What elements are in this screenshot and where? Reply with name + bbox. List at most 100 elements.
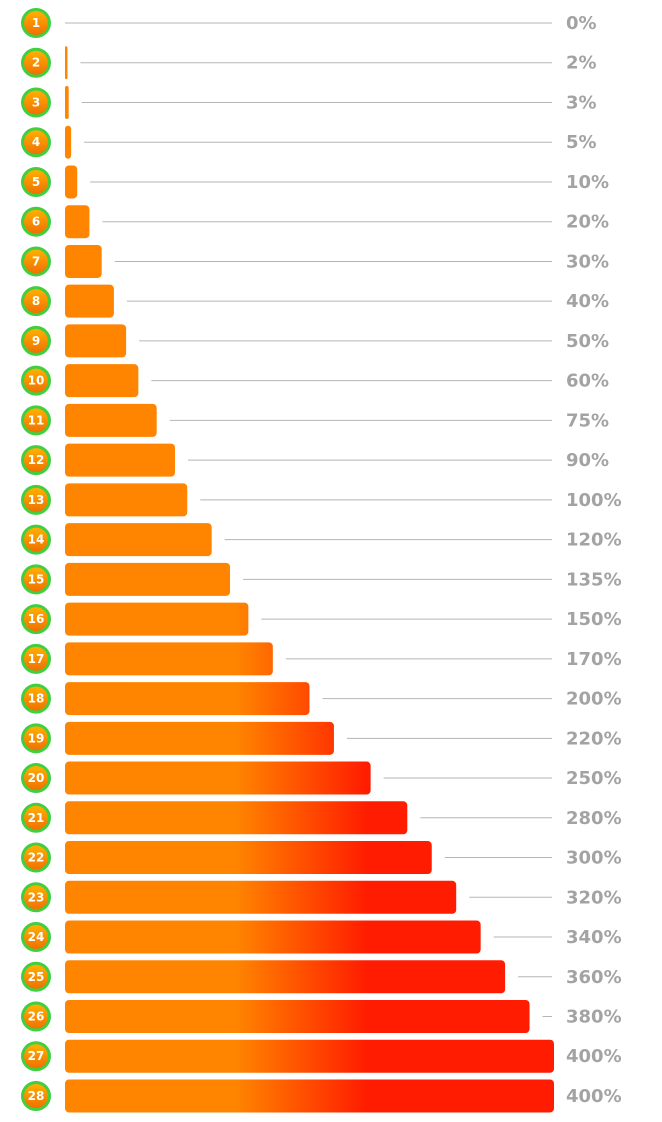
value-label: 340% [566, 927, 622, 948]
badge [24, 130, 48, 155]
category-label: 15 [28, 572, 45, 586]
value-label: 20% [566, 212, 609, 233]
bar [65, 602, 249, 636]
bar [65, 1039, 554, 1073]
category-label: 28 [28, 1089, 45, 1103]
category-label: 25 [28, 970, 45, 984]
bar [65, 324, 127, 358]
bar [65, 125, 72, 159]
badge [24, 805, 48, 830]
value-label: 300% [566, 848, 622, 869]
value-label: 120% [566, 530, 622, 551]
badge [24, 368, 48, 393]
bar [65, 165, 78, 199]
bar [65, 403, 157, 437]
category-label: 1 [32, 16, 40, 30]
value-label: 10% [566, 172, 609, 193]
badge [24, 50, 48, 75]
badge [24, 885, 48, 910]
category-label: 14 [28, 533, 45, 547]
badge [24, 1044, 48, 1069]
category-label: 9 [32, 334, 40, 348]
category-label: 19 [28, 731, 45, 745]
bar [65, 880, 457, 914]
bar [65, 85, 69, 119]
badge [24, 169, 48, 194]
badge [24, 567, 48, 592]
bar [65, 46, 68, 80]
value-label: 135% [566, 569, 622, 590]
category-label: 17 [28, 652, 45, 666]
category-label: 21 [28, 811, 45, 825]
badge [24, 766, 48, 791]
category-label: 27 [28, 1049, 45, 1063]
category-label: 4 [32, 135, 40, 149]
category-label: 3 [32, 95, 40, 109]
category-label: 13 [28, 493, 45, 507]
badge [24, 527, 48, 552]
bar [65, 1000, 530, 1033]
category-label: 16 [28, 612, 45, 626]
value-label: 170% [566, 649, 622, 670]
category-label: 7 [32, 254, 40, 268]
badge [24, 408, 48, 433]
value-label: 320% [566, 887, 622, 908]
bar [65, 1079, 554, 1113]
bar [65, 244, 102, 278]
bar [65, 841, 432, 875]
value-label: 40% [566, 291, 609, 312]
value-label: 90% [566, 450, 609, 471]
category-label: 10 [28, 374, 45, 388]
bar [65, 761, 371, 795]
category-label: 12 [28, 453, 45, 467]
badge [24, 925, 48, 950]
bar [65, 682, 310, 716]
category-label: 23 [28, 890, 45, 904]
badge [24, 1083, 48, 1108]
badge [24, 726, 48, 751]
badge [24, 487, 48, 512]
value-label: 0% [566, 13, 597, 34]
badge [24, 209, 48, 234]
category-label: 6 [32, 215, 40, 229]
category-label: 20 [28, 771, 45, 785]
category-label: 11 [28, 413, 45, 427]
bar [65, 443, 176, 477]
badge [24, 249, 48, 274]
bar [65, 721, 334, 755]
value-label: 2% [566, 53, 597, 74]
category-label: 26 [28, 1010, 45, 1024]
value-label: 30% [566, 251, 609, 272]
bar [65, 205, 90, 239]
value-label: 60% [566, 371, 609, 392]
badge [24, 686, 48, 711]
bar [65, 523, 212, 557]
badge [24, 646, 48, 671]
category-label: 2 [32, 56, 40, 70]
bar [65, 920, 481, 954]
badge [24, 1004, 48, 1029]
value-label: 280% [566, 808, 622, 829]
value-label: 150% [566, 609, 622, 630]
badge [24, 845, 48, 870]
badge [24, 11, 48, 35]
category-label: 18 [28, 692, 45, 706]
value-label: 5% [566, 132, 597, 153]
value-label: 250% [566, 768, 622, 789]
badge [24, 448, 48, 473]
badge [24, 328, 48, 353]
badge [24, 90, 48, 115]
badge [24, 964, 48, 989]
value-label: 360% [566, 967, 622, 988]
bar [65, 960, 506, 994]
bar [65, 801, 408, 835]
badge [24, 289, 48, 314]
value-label: 3% [566, 92, 597, 113]
bar [65, 642, 273, 676]
category-label: 8 [32, 294, 40, 308]
category-label: 24 [28, 930, 45, 944]
value-label: 380% [566, 1007, 622, 1028]
value-label: 400% [566, 1046, 622, 1067]
